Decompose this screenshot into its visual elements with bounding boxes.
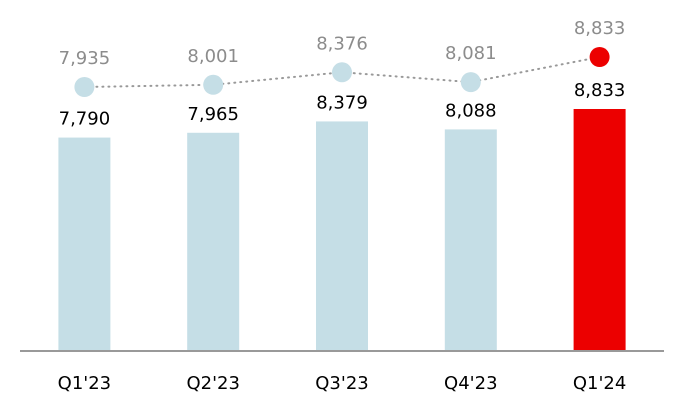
line-value-label: 7,935 (59, 48, 111, 69)
line-point (460, 72, 481, 93)
x-tick-label: Q3'23 (315, 373, 368, 394)
x-tick-label: Q1'24 (573, 373, 626, 394)
bar-value-label: 8,833 (574, 80, 626, 101)
bar (58, 137, 111, 351)
bar-value-label: 8,088 (445, 100, 497, 121)
line-value-label: 8,081 (445, 43, 497, 64)
bar (444, 129, 497, 351)
bar-value-label: 7,790 (59, 109, 111, 130)
line-point (332, 62, 352, 83)
bar-value-label: 7,965 (187, 104, 239, 125)
line-value-label: 8,833 (574, 18, 626, 39)
bar-value-label: 8,379 (316, 92, 368, 113)
line-point (203, 74, 224, 95)
bar (187, 132, 240, 351)
x-tick-label: Q1'23 (58, 373, 111, 394)
line-point (74, 77, 95, 97)
bar (316, 121, 368, 351)
bar (573, 109, 626, 351)
line-point (589, 47, 610, 67)
x-tick-label: Q2'23 (186, 373, 239, 394)
line-value-label: 8,376 (316, 33, 368, 54)
line-value-label: 8,001 (187, 46, 239, 67)
x-tick-label: Q4'23 (444, 373, 497, 394)
